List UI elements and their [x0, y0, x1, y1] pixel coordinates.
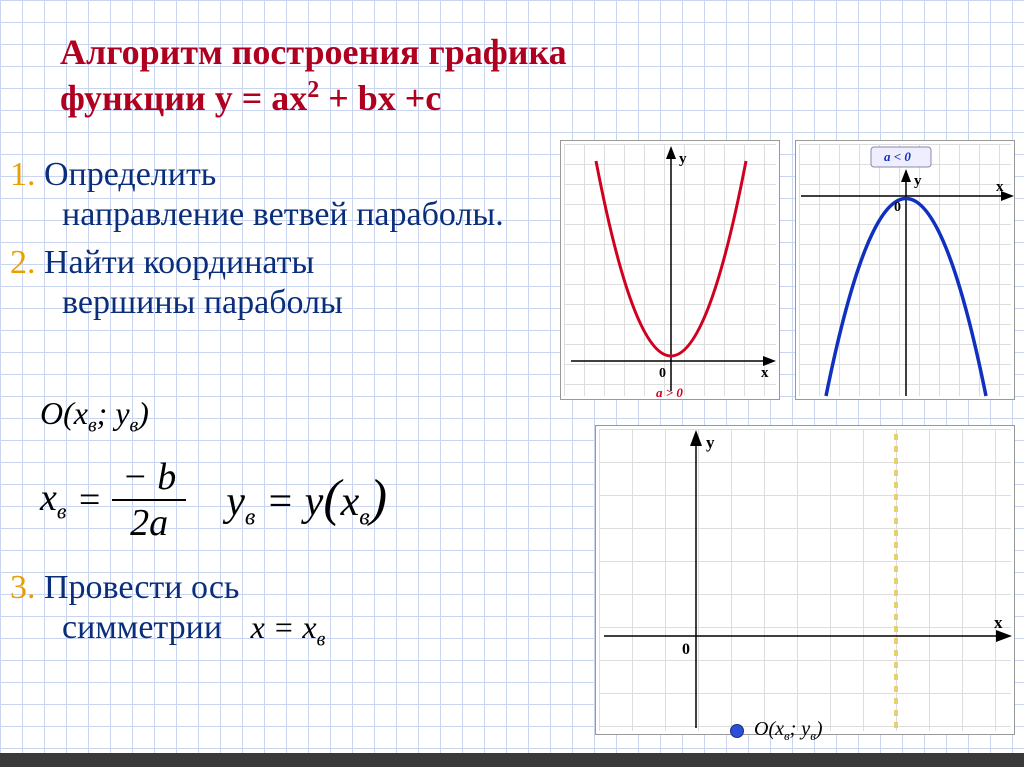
bottom-bar: [0, 753, 1024, 767]
formula-vertex: O(xв; yв): [40, 395, 560, 437]
axis-y-label: y: [679, 151, 687, 167]
axis-x-label: x: [994, 613, 1003, 632]
panel-parabola-up: y x 0 a > 0: [560, 140, 780, 400]
frac-bot: 2a: [120, 501, 178, 545]
formula-yv: yв = y(xв): [226, 469, 387, 531]
formula-sym: x = xв: [251, 609, 326, 645]
symmetry-svg: y x 0: [596, 426, 1016, 736]
vertex-bullet-icon: [730, 724, 744, 738]
step-text: Провести ось: [44, 569, 239, 606]
step-1: 1. Определить направление ветвей парабол…: [10, 155, 550, 235]
step-num: 1.: [10, 156, 36, 193]
axis-y-label: y: [914, 173, 922, 189]
parabola-down-svg: a < 0 y x 0: [796, 141, 1016, 401]
step-text-rest: направление ветвей параболы.: [10, 195, 550, 235]
origin-label: 0: [659, 366, 666, 381]
origin-label: 0: [682, 641, 690, 658]
frac-top: − b: [112, 455, 186, 501]
step-text: Определить: [44, 156, 216, 193]
axis-y-label: y: [706, 433, 715, 452]
note-a-neg: a < 0: [884, 149, 911, 164]
title-line2: функции у = ах: [60, 78, 307, 118]
origin-label: 0: [894, 200, 901, 215]
vertex-label: O(xв; yв): [754, 718, 823, 744]
step-text-rest: симметрии: [62, 609, 222, 646]
step-2: 2. Найти координаты вершины параболы: [10, 243, 550, 323]
page-title: Алгоритм построения графика функции у = …: [60, 30, 794, 121]
panel-symmetry: y x 0: [595, 425, 1015, 735]
parabola-up-svg: y x 0 a > 0: [561, 141, 781, 401]
title-tail: + bх +с: [319, 78, 441, 118]
step-num: 3.: [10, 569, 36, 606]
panel-parabola-down: a < 0 y x 0: [795, 140, 1015, 400]
title-sup: 2: [307, 77, 319, 103]
axis-x-label: x: [761, 365, 769, 381]
steps-list: 1. Определить направление ветвей парабол…: [10, 155, 550, 331]
formula-xv: xв = − b 2a: [40, 455, 186, 545]
note-a-pos: a > 0: [656, 385, 683, 400]
step-text-rest: вершины параболы: [10, 283, 550, 323]
step-num: 2.: [10, 244, 36, 281]
formulas-block: O(xв; yв) xв = − b 2a yв = y(xв): [40, 395, 560, 545]
title-line1: Алгоритм построения графика: [60, 32, 567, 72]
axis-x-label: x: [996, 179, 1004, 195]
step-3: 3. Провести ось симметрии x = xв: [10, 568, 510, 652]
step-text: Найти координаты: [44, 244, 314, 281]
formula-row: xв = − b 2a yв = y(xв): [40, 455, 560, 545]
vertex-legend: O(xв; yв): [730, 718, 823, 744]
